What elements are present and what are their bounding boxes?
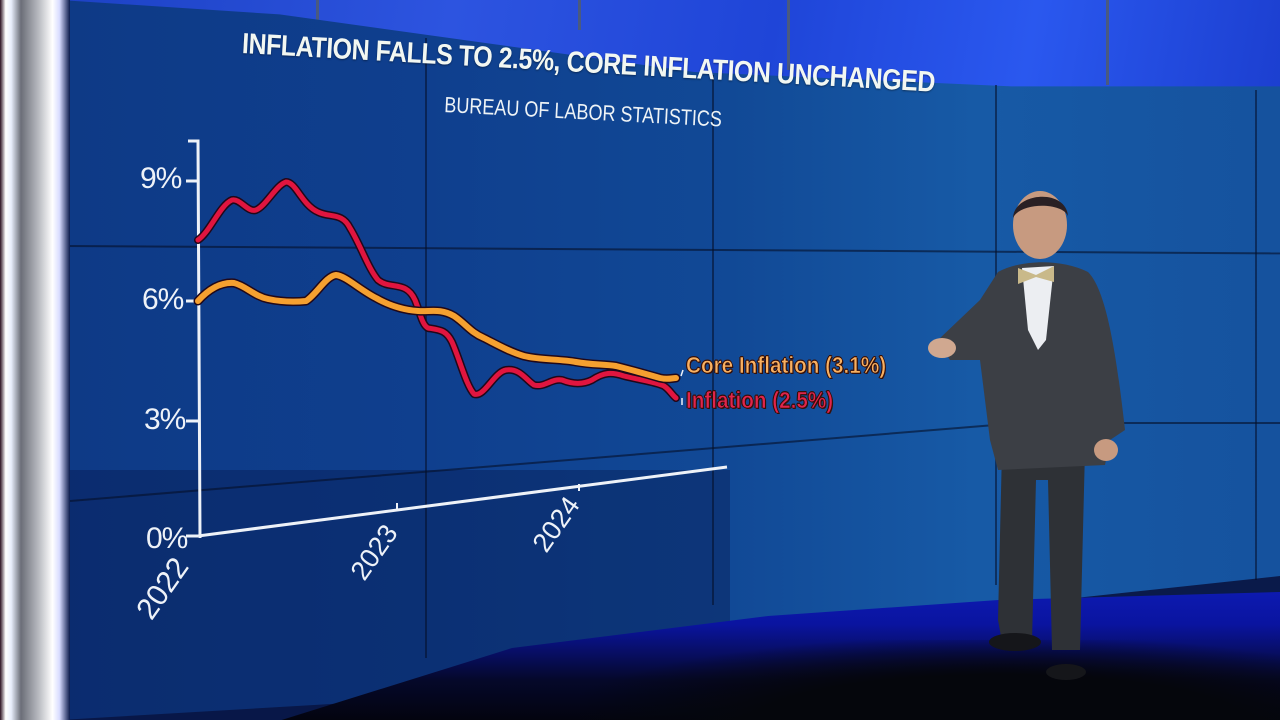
presenter-right-hand <box>1094 439 1118 461</box>
presenter-shoe-right <box>1046 664 1086 680</box>
y-axis <box>188 139 202 539</box>
panel-seam <box>578 0 581 30</box>
core-label-connector <box>680 369 684 377</box>
y-tick-label-6: 6% <box>142 283 184 316</box>
panel-seam <box>1106 0 1109 85</box>
presenter-jacket <box>938 262 1125 470</box>
y-tick-label-3: 3% <box>144 403 186 436</box>
panel-seam <box>1255 90 1257 580</box>
presenter-shoe-left <box>989 633 1041 651</box>
presenter-bow-tie <box>1018 266 1054 284</box>
presenter-shirt <box>1022 266 1054 350</box>
panel-seam <box>995 422 1280 424</box>
panel-seam <box>425 38 427 658</box>
presenter-trousers <box>998 450 1085 650</box>
x-axis <box>197 465 728 538</box>
inflation-line <box>195 179 679 401</box>
y-tick-label-0: 0% <box>146 522 188 555</box>
legend-inflation: Inflation (2.5%) <box>686 387 834 414</box>
y-tick-label-9: 9% <box>140 162 182 195</box>
presenter-hair <box>1013 196 1068 218</box>
light-pillar <box>0 0 70 720</box>
panel-seam <box>712 75 714 605</box>
floor-shadow <box>580 640 1280 720</box>
presenter <box>928 191 1125 680</box>
core-line <box>195 272 679 382</box>
legend-core-inflation: Core Inflation (3.1%) <box>686 352 887 379</box>
presenter-left-hand <box>928 338 956 358</box>
presenter-head <box>1013 191 1067 259</box>
panel-seam <box>787 0 790 70</box>
